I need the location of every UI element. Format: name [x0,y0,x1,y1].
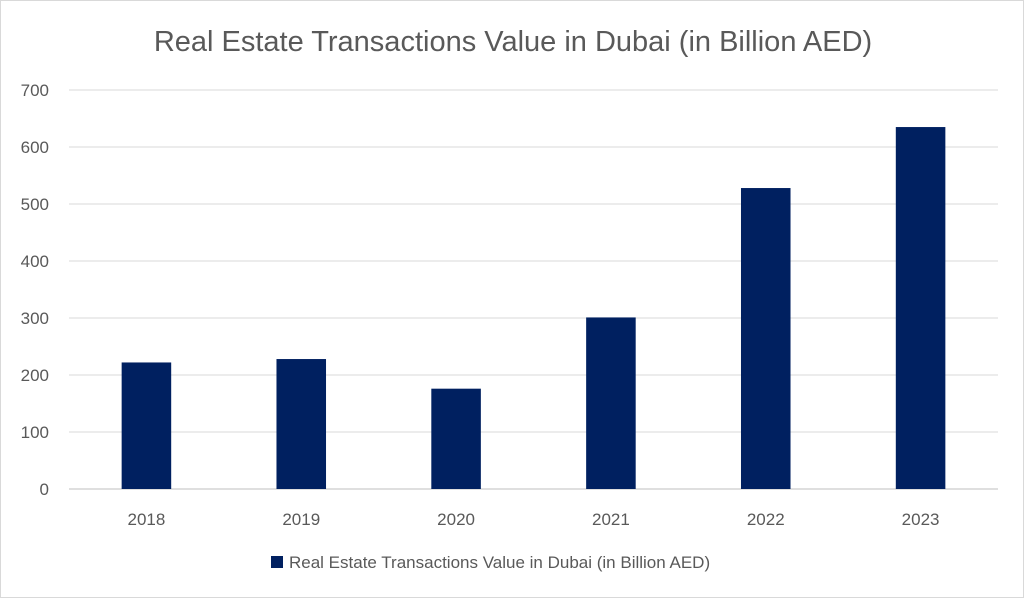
legend-swatch [271,556,283,568]
gridlines [69,89,998,490]
y-tick-label: 400 [21,252,49,271]
y-axis-ticks: 0 100 200 300 400 500 600 700 [21,81,49,499]
y-tick-label: 600 [21,138,49,157]
bar-2023 [895,127,946,490]
x-tick-label: 2020 [437,510,475,529]
bar-2021 [586,317,636,489]
y-tick-label: 500 [21,195,49,214]
x-tick-label: 2019 [282,510,320,529]
bar-2019 [276,359,327,489]
x-tick-label: 2021 [592,510,630,529]
y-tick-label: 0 [40,480,49,499]
x-tick-label: 2018 [128,510,166,529]
x-tick-label: 2023 [902,510,940,529]
chart-title: Real Estate Transactions Value in Dubai … [154,26,872,58]
y-tick-label: 100 [21,423,49,442]
y-tick-label: 700 [21,81,49,100]
x-axis-ticks: 2018 2019 2020 2021 2022 2023 [128,510,940,529]
legend-label: Real Estate Transactions Value in Dubai … [289,553,710,572]
bar-2022 [740,188,791,490]
y-tick-label: 200 [21,366,49,385]
bar-2020 [431,388,481,489]
legend: Real Estate Transactions Value in Dubai … [271,553,710,572]
y-tick-label: 300 [21,309,49,328]
bars [121,127,946,490]
x-tick-label: 2022 [747,510,785,529]
bar-2018 [121,362,172,489]
